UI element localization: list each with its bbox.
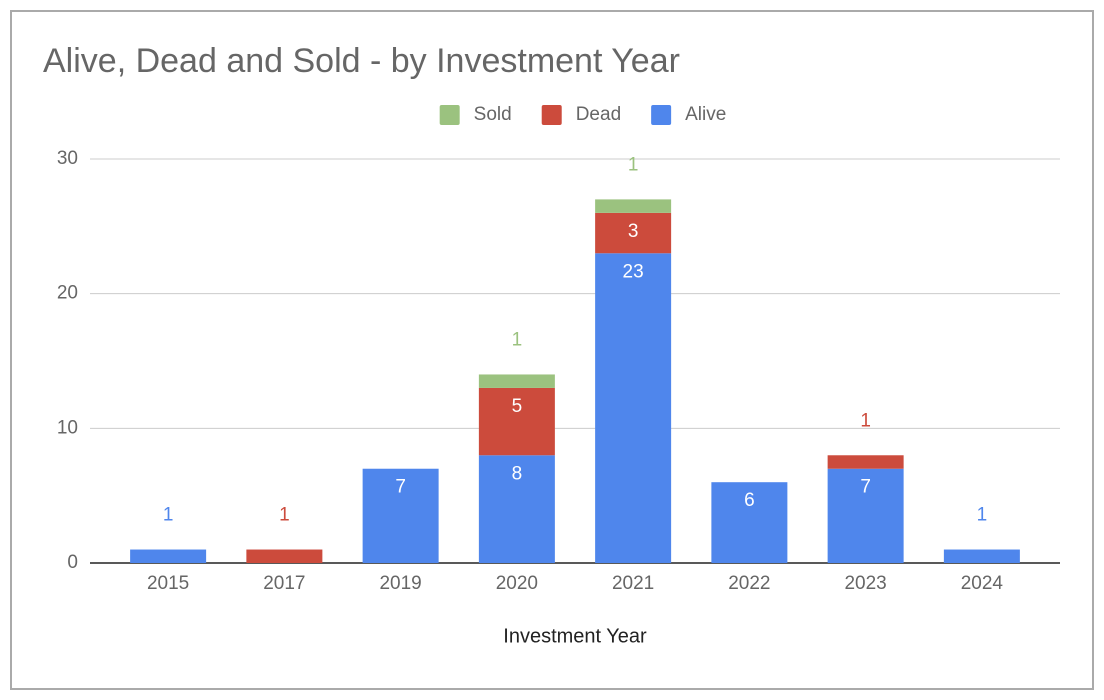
legend-swatch — [541, 105, 562, 125]
y-tick-label: 20 — [57, 283, 78, 304]
data-label: 7 — [860, 477, 871, 498]
x-tick-label: 2017 — [263, 573, 305, 594]
legend-swatch — [439, 105, 460, 125]
bar-segment — [362, 468, 439, 563]
x-tick-label: 2024 — [961, 573, 1004, 594]
bar-segment — [130, 549, 207, 563]
legend-swatch — [651, 105, 672, 125]
bar-segment — [478, 455, 555, 563]
x-tick-label: 2022 — [728, 573, 770, 594]
bar-segment — [246, 549, 323, 563]
bar-segment — [827, 468, 904, 563]
x-tick-label: 2023 — [844, 573, 886, 594]
bar-segment — [478, 374, 555, 388]
data-label: 1 — [512, 329, 523, 350]
data-label: 1 — [628, 154, 639, 175]
bar-segment — [827, 455, 904, 469]
data-label: 1 — [279, 505, 290, 526]
legend-label: Alive — [685, 104, 726, 125]
bar-segment — [478, 387, 555, 456]
data-label: 7 — [395, 477, 406, 498]
legend-label: Sold — [474, 104, 512, 125]
legend-label: Dead — [576, 104, 621, 125]
x-axis-title: Investment Year — [503, 625, 647, 647]
x-tick-label: 2019 — [379, 573, 421, 594]
chart-title: Alive, Dead and Sold - by Investment Yea… — [43, 42, 680, 80]
bar-segment — [595, 199, 672, 213]
data-label: 1 — [860, 410, 871, 431]
y-tick-label: 30 — [57, 148, 78, 169]
x-tick-label: 2020 — [496, 573, 538, 594]
bar-segment — [943, 549, 1020, 563]
legend: Sold Dead Alive — [439, 104, 726, 125]
y-tick-label: 10 — [57, 417, 78, 438]
x-tick-label: 2021 — [612, 573, 654, 594]
y-tick-label: 0 — [67, 552, 78, 573]
data-label: 8 — [512, 463, 523, 484]
data-label: 5 — [512, 396, 523, 417]
data-label: 3 — [628, 221, 639, 242]
data-label: 1 — [163, 505, 174, 526]
bar-segment — [595, 212, 672, 254]
x-tick-label: 2015 — [147, 573, 189, 594]
data-label: 6 — [744, 490, 755, 511]
data-label: 1 — [977, 505, 988, 526]
bar-segment — [595, 253, 672, 563]
data-label: 23 — [623, 261, 644, 282]
bar-segment — [711, 482, 788, 563]
